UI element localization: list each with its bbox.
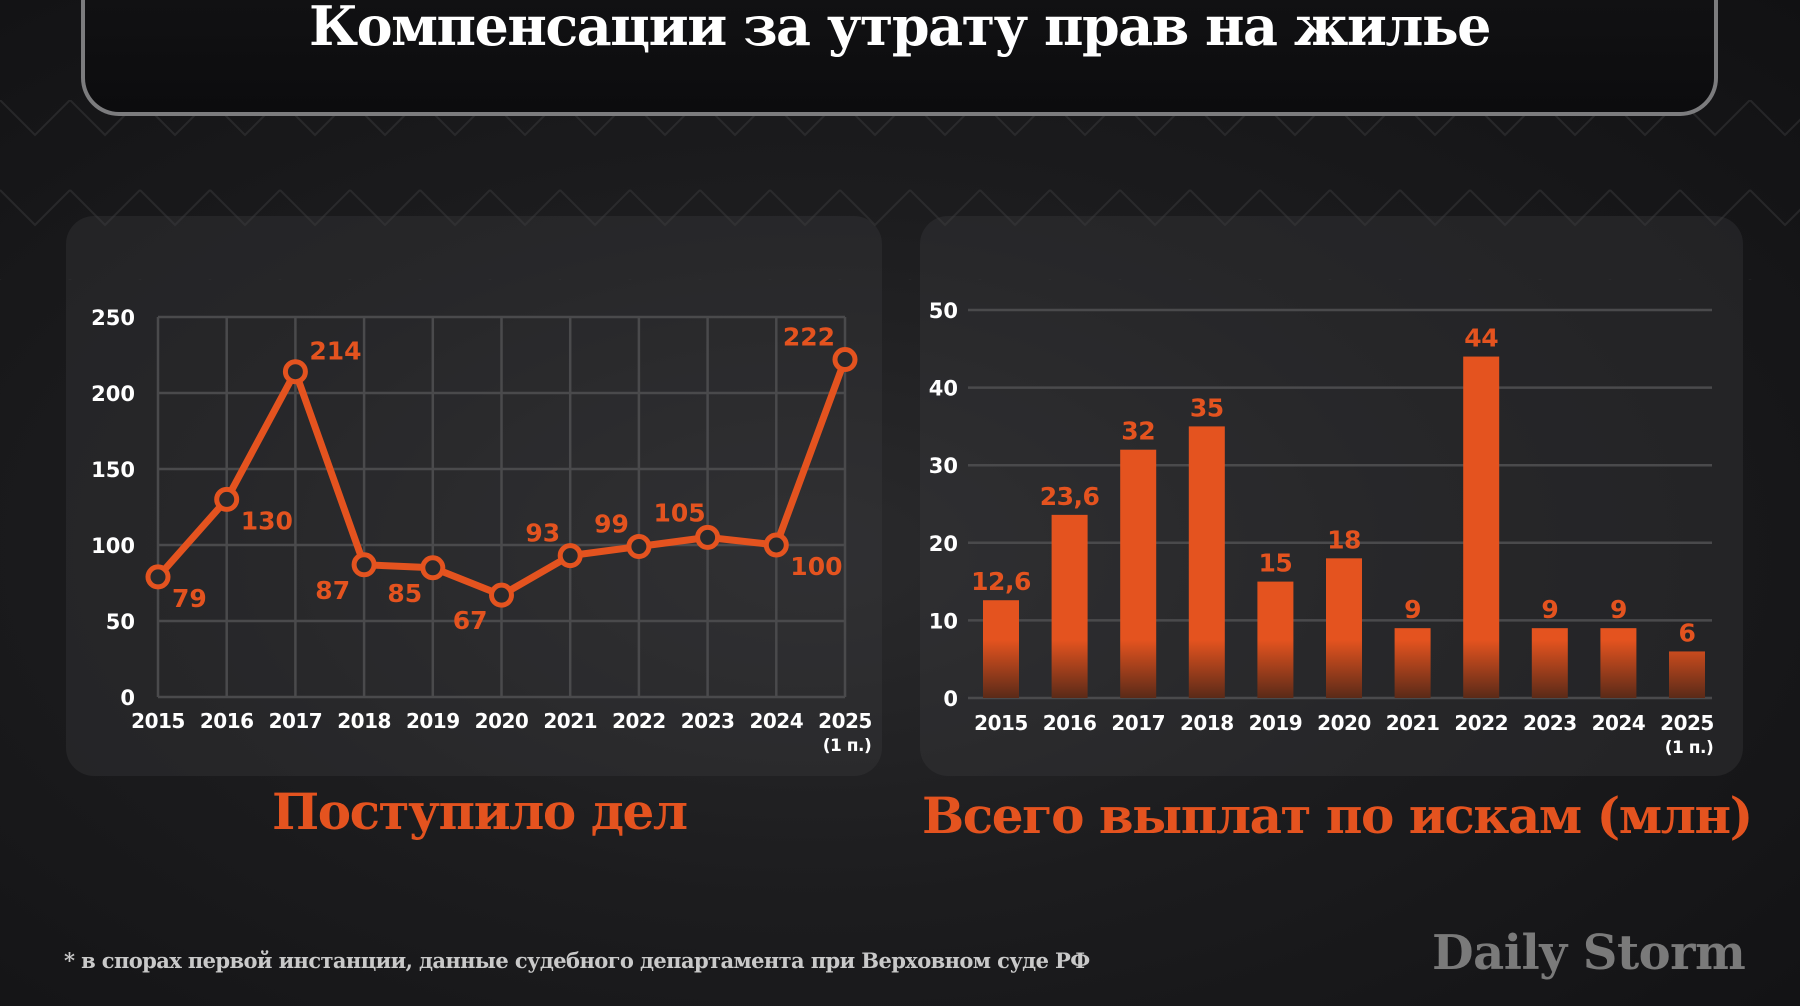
y-tick-label: 0 [943, 687, 958, 711]
y-tick-label: 40 [929, 377, 958, 401]
bar-value-label: 32 [1121, 417, 1155, 446]
x-tick-label: 2018 [337, 709, 391, 733]
bar-value-label: 18 [1327, 525, 1361, 554]
y-tick-label: 10 [929, 609, 958, 633]
x-tick-label: 2024 [749, 709, 803, 733]
x-tick-label: 2020 [475, 709, 529, 733]
bar [1394, 628, 1431, 698]
daily-storm-logo: Daily Storm [1432, 925, 1746, 981]
y-tick-label: 200 [91, 382, 135, 406]
data-value-label: 222 [783, 323, 835, 352]
data-point-marker [351, 552, 377, 578]
bar-value-label: 6 [1679, 618, 1696, 647]
bar-value-label: 12,6 [971, 567, 1031, 596]
bar [1120, 449, 1157, 698]
data-value-label: 100 [790, 552, 842, 581]
title-banner: Компенсации за утрату прав на жилье [81, 0, 1718, 116]
x-tick-label: 2021 [1386, 711, 1440, 735]
data-value-label: 105 [654, 498, 706, 527]
bar [1188, 426, 1225, 698]
y-tick-label: 50 [106, 610, 135, 634]
x-tick-label: 2016 [1043, 711, 1097, 735]
x-tick-label: 2023 [681, 709, 735, 733]
x-tick-label: 2024 [1592, 711, 1646, 735]
data-value-label: 67 [453, 606, 488, 635]
bar [1326, 558, 1362, 698]
data-value-label: 79 [172, 584, 207, 613]
x-tick-label: 2021 [543, 709, 597, 733]
x-tick-label: 2019 [406, 709, 460, 733]
bar-value-label: 9 [1610, 595, 1627, 624]
x-tick-label: (1 п.) [823, 736, 872, 756]
bar-value-label: 15 [1259, 549, 1293, 578]
bar-value-label: 44 [1464, 324, 1498, 353]
line-chart-subtitle: Поступило дел [272, 782, 688, 841]
y-tick-label: 30 [929, 454, 958, 478]
y-tick-label: 100 [91, 534, 135, 558]
data-value-label: 130 [241, 506, 293, 535]
data-point-marker [626, 534, 652, 560]
data-point-marker [557, 543, 583, 569]
page-title: Компенсации за утрату прав на жилье [308, 0, 1492, 58]
x-tick-label: 2022 [612, 709, 666, 733]
data-value-label: 99 [594, 510, 629, 539]
x-tick-label: 2023 [1523, 711, 1577, 735]
x-tick-label: 2019 [1249, 711, 1303, 735]
bar [1257, 581, 1294, 698]
data-value-label: 87 [315, 576, 350, 605]
data-point-marker [214, 486, 240, 512]
y-tick-label: 250 [91, 306, 135, 330]
data-value-label: 214 [309, 337, 361, 366]
y-tick-label: 0 [120, 686, 135, 710]
data-point-marker [832, 347, 858, 373]
bar-value-label: 9 [1404, 595, 1421, 624]
x-tick-label: 2025 [1660, 711, 1714, 735]
data-point-marker [763, 532, 789, 558]
x-tick-label: 2015 [131, 709, 185, 733]
x-tick-label: 2015 [974, 711, 1028, 735]
x-tick-label: (1 п.) [1665, 738, 1714, 758]
bar-chart-subtitle: Всего выплат по искам (млн) [922, 786, 1753, 845]
data-value-label: 85 [387, 579, 422, 608]
bar-value-label: 9 [1541, 595, 1558, 624]
x-tick-label: 2016 [200, 709, 254, 733]
x-tick-label: 2017 [1111, 711, 1165, 735]
data-point-marker [695, 524, 721, 550]
bar [1669, 651, 1705, 698]
data-point-marker [420, 555, 446, 581]
bar [1531, 628, 1568, 698]
bar [1600, 628, 1637, 698]
y-tick-label: 150 [91, 458, 135, 482]
bar [1463, 356, 1500, 698]
x-tick-label: 2017 [269, 709, 323, 733]
left-chart-panel [66, 216, 882, 776]
x-tick-label: 2022 [1454, 711, 1508, 735]
bar-value-label: 35 [1190, 393, 1224, 422]
x-tick-label: 2025 [818, 709, 872, 733]
data-value-label: 93 [525, 519, 560, 548]
x-tick-label: 2020 [1317, 711, 1371, 735]
data-point-marker [282, 359, 308, 385]
bar [983, 600, 1019, 698]
data-point-marker [145, 564, 171, 590]
y-tick-label: 50 [929, 299, 958, 323]
bar [1051, 514, 1088, 698]
data-point-marker [489, 582, 514, 608]
source-footnote: * в спорах первой инстанции, данные суде… [64, 948, 1090, 973]
y-tick-label: 20 [929, 532, 958, 556]
x-tick-label: 2018 [1180, 711, 1234, 735]
bar-value-label: 23,6 [1040, 482, 1100, 511]
